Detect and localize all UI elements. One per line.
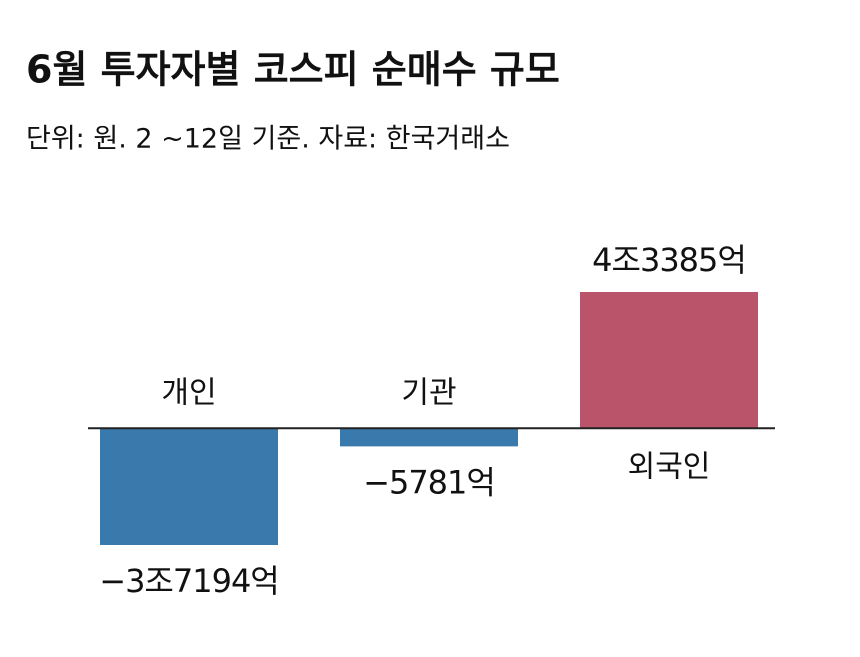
chart-title: 6월 투자자별 코스피 순매수 규모 — [26, 48, 560, 92]
value-label: −3조7194억 — [99, 562, 279, 600]
category-label: 기관 — [401, 376, 456, 411]
category-label: 개인 — [161, 376, 216, 411]
value-label: 4조3385억 — [592, 241, 746, 279]
chart-subtitle: 단위: 원. 2 ~12일 기준. 자료: 한국거래소 — [26, 124, 510, 155]
bar — [580, 292, 758, 429]
category-label: 외국인 — [628, 450, 711, 485]
bar — [340, 428, 518, 447]
bar — [100, 428, 278, 545]
value-label: −5781억 — [363, 463, 495, 501]
